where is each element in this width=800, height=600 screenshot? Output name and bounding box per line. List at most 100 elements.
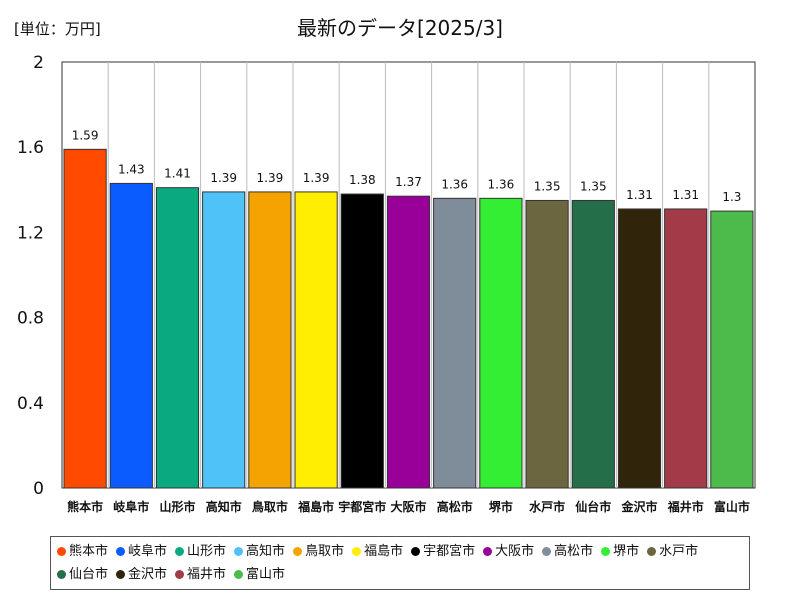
bar bbox=[710, 210, 754, 489]
bar bbox=[571, 199, 615, 489]
unit-label: [単位：万円] bbox=[14, 20, 101, 38]
legend-item: 仙台市 bbox=[57, 563, 108, 586]
chart-legend: 熊本市 岐阜市 山形市 高知市 鳥取市 福島市 宇都宮市 大阪市 高松市 堺市 水戸市仙台市 金沢市 福… bbox=[50, 536, 750, 590]
x-tick-label: 富山市 bbox=[714, 499, 750, 514]
y-tick-label: 0.8 bbox=[17, 309, 44, 329]
data-label: 1.39 bbox=[210, 171, 237, 185]
legend-item: 山形市 bbox=[175, 540, 226, 563]
legend-item: 高松市 bbox=[542, 540, 593, 563]
data-label: 1.3 bbox=[722, 190, 741, 204]
data-label: 1.39 bbox=[257, 171, 284, 185]
bar bbox=[525, 199, 569, 489]
legend-label: 福島市 bbox=[364, 543, 404, 559]
bar bbox=[202, 191, 246, 489]
y-tick-label: 2 bbox=[33, 53, 44, 73]
x-tick-label: 高松市 bbox=[437, 499, 473, 514]
legend-label: 高知市 bbox=[246, 543, 286, 559]
data-label: 1.31 bbox=[672, 188, 699, 202]
legend-item: 鳥取市 bbox=[293, 540, 344, 563]
legend-marker bbox=[411, 547, 421, 556]
legend-item: 高知市 bbox=[234, 540, 285, 563]
legend-marker bbox=[116, 547, 126, 556]
x-tick-label: 鳥取市 bbox=[252, 499, 288, 514]
data-label: 1.59 bbox=[72, 128, 99, 142]
legend-item: 福島市 bbox=[352, 540, 403, 563]
data-label: 1.43 bbox=[118, 162, 145, 176]
y-tick-label: 1.6 bbox=[17, 138, 44, 158]
legend-marker bbox=[483, 547, 493, 556]
legend-item: 福井市 bbox=[175, 563, 226, 586]
x-tick-label: 水戸市 bbox=[529, 499, 565, 514]
legend-label: 福井市 bbox=[187, 566, 227, 582]
legend-marker bbox=[234, 547, 244, 556]
legend-label: 仙台市 bbox=[69, 566, 109, 582]
legend-item: 大阪市 bbox=[483, 540, 534, 563]
legend-item: 水戸市 bbox=[647, 540, 698, 563]
x-tick-label: 山形市 bbox=[159, 499, 195, 514]
data-label: 1.38 bbox=[349, 173, 376, 187]
y-tick-label: 0 bbox=[33, 479, 44, 499]
x-tick-label: 福島市 bbox=[297, 499, 334, 514]
bar bbox=[248, 191, 292, 489]
bar bbox=[109, 182, 153, 489]
legend-item: 金沢市 bbox=[116, 563, 167, 586]
x-tick-label: 堺市 bbox=[489, 499, 513, 514]
legend-marker bbox=[234, 570, 244, 579]
x-tick-label: 高知市 bbox=[206, 499, 242, 514]
x-tick-label: 福井市 bbox=[667, 499, 704, 514]
chart-title: 最新のデータ[2025/3] bbox=[297, 16, 503, 40]
bar bbox=[433, 197, 477, 489]
legend-marker bbox=[175, 547, 185, 556]
legend-marker bbox=[542, 547, 552, 556]
legend-label: 高松市 bbox=[554, 543, 594, 559]
bar bbox=[386, 195, 431, 489]
legend-label: 山形市 bbox=[187, 543, 227, 559]
legend-label: 金沢市 bbox=[128, 566, 168, 582]
legend-label: 熊本市 bbox=[69, 543, 109, 559]
legend-marker bbox=[175, 570, 185, 579]
data-label: 1.36 bbox=[441, 177, 468, 191]
bar bbox=[294, 191, 338, 489]
legend-item: 熊本市 bbox=[57, 540, 108, 563]
legend-marker bbox=[57, 570, 66, 579]
data-label: 1.35 bbox=[580, 179, 607, 193]
legend-label: 宇都宮市 bbox=[423, 543, 476, 559]
bar bbox=[155, 187, 200, 489]
legend-marker bbox=[601, 547, 611, 556]
y-tick-label: 0.4 bbox=[17, 394, 44, 414]
legend-marker bbox=[352, 547, 362, 556]
data-label: 1.37 bbox=[395, 175, 422, 189]
data-label: 1.35 bbox=[534, 179, 561, 193]
bar bbox=[63, 148, 107, 489]
legend-marker bbox=[293, 547, 303, 556]
bar bbox=[479, 197, 523, 489]
x-tick-label: 金沢市 bbox=[620, 499, 657, 514]
legend-label: 堺市 bbox=[613, 543, 640, 559]
legend-marker bbox=[57, 547, 66, 556]
x-tick-label: 岐阜市 bbox=[113, 499, 149, 514]
x-tick-label: 大阪市 bbox=[390, 499, 426, 514]
x-tick-label: 宇都宮市 bbox=[338, 499, 386, 514]
x-tick-label: 熊本市 bbox=[67, 499, 103, 514]
legend-marker bbox=[647, 547, 657, 556]
legend-label: 水戸市 bbox=[659, 543, 699, 559]
bar bbox=[340, 193, 384, 489]
legend-label: 富山市 bbox=[246, 566, 286, 582]
legend-item: 宇都宮市 bbox=[411, 540, 475, 563]
data-label: 1.39 bbox=[303, 171, 330, 185]
legend-label: 岐阜市 bbox=[128, 543, 168, 559]
legend-label: 鳥取市 bbox=[305, 543, 345, 559]
x-tick-label: 仙台市 bbox=[575, 499, 611, 514]
bar bbox=[617, 208, 662, 489]
bar bbox=[664, 208, 708, 489]
data-label: 1.41 bbox=[164, 167, 191, 181]
legend-label: 大阪市 bbox=[495, 543, 535, 559]
legend-item: 堺市 bbox=[601, 540, 639, 563]
legend-item: 岐阜市 bbox=[116, 540, 167, 563]
data-label: 1.36 bbox=[488, 177, 515, 191]
legend-marker bbox=[116, 570, 126, 579]
data-label: 1.31 bbox=[626, 188, 653, 202]
legend-item: 富山市 bbox=[234, 563, 285, 586]
y-tick-label: 1.2 bbox=[17, 223, 44, 243]
